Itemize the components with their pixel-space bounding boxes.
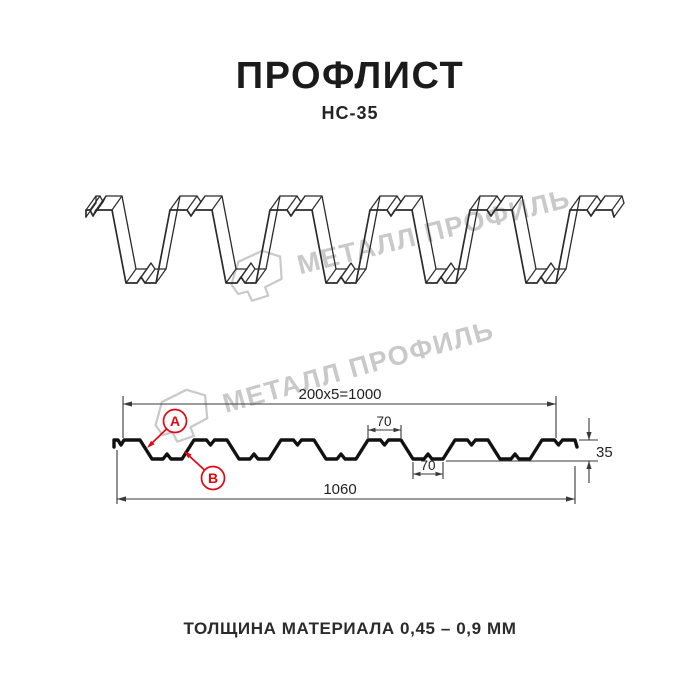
watermark-lower: МЕТАЛЛ ПРОФИЛЬ <box>145 304 500 449</box>
brand-logo-icon <box>154 388 209 443</box>
dimension-label-rib-top: 70 <box>376 414 391 429</box>
callout-a <box>147 408 188 448</box>
dimension-label-rib-bottom: 70 <box>420 458 435 473</box>
callout-a-label: А <box>170 413 180 429</box>
callout-b-label: В <box>208 470 218 486</box>
dimension-label-module-width: 200x5=1000 <box>299 386 382 403</box>
sheet-3d-drawing <box>85 195 625 284</box>
dimension-label-height: 35 <box>596 444 613 461</box>
dimension-label-total-width: 1060 <box>323 481 356 498</box>
brand-logo-icon <box>230 249 283 302</box>
page-title: ПРОФЛИСТ <box>235 55 465 97</box>
cross-section-drawing <box>112 438 579 461</box>
callout-b <box>184 451 226 491</box>
model-subtitle: НС-35 <box>321 103 379 123</box>
watermark-upper: МЕТАЛЛ ПРОФИЛЬ <box>222 173 576 307</box>
footer-thickness-note: ТОЛЩИНА МАТЕРИАЛА 0,45 – 0,9 ММ <box>183 619 517 638</box>
dimension-arrows <box>117 401 592 502</box>
